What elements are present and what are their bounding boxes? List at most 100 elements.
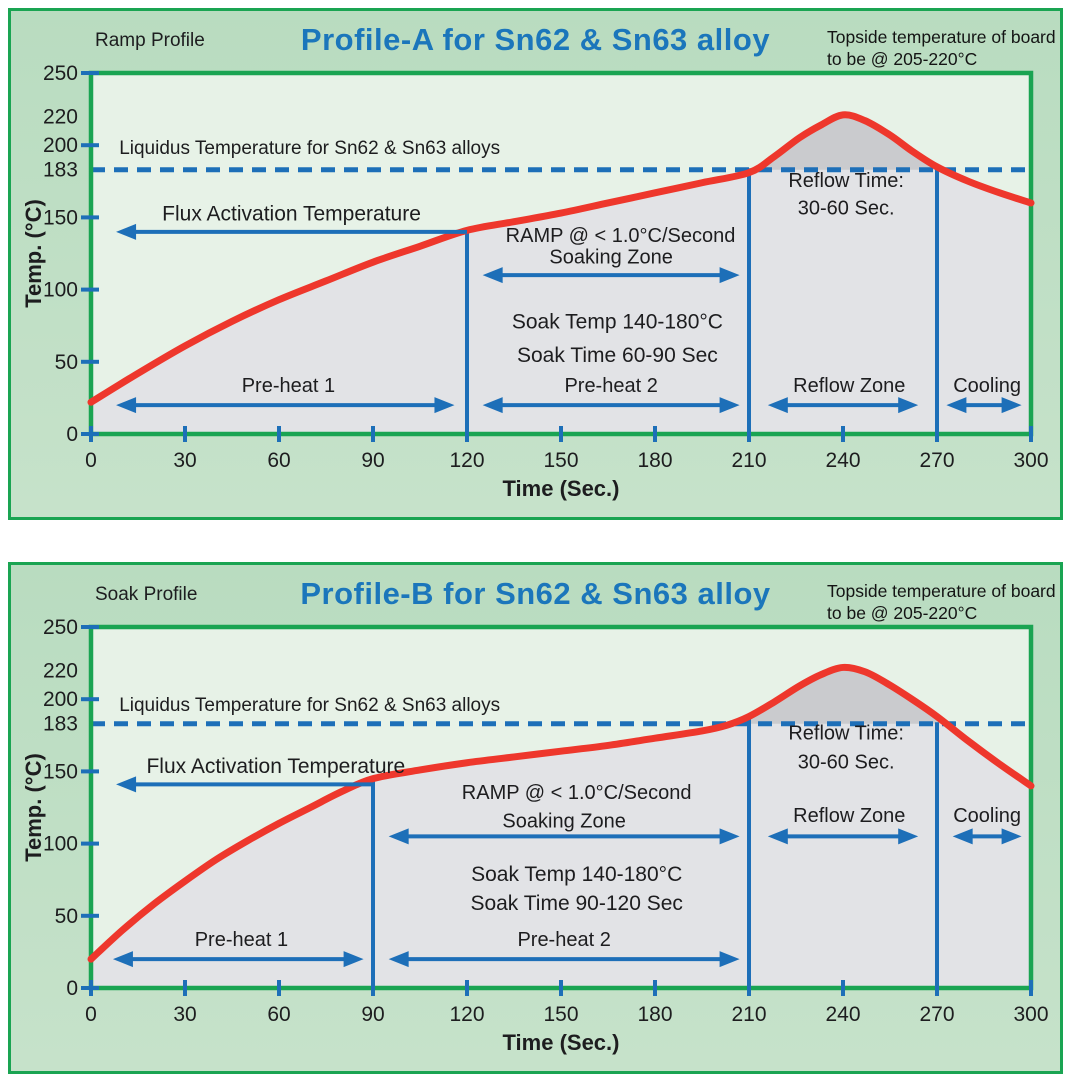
y-tick-label: 0 (66, 423, 78, 446)
x-tick (277, 980, 281, 996)
y-tick-label: 200 (43, 134, 78, 157)
x-tick-label: 150 (543, 449, 578, 472)
x-tick (935, 980, 939, 996)
x-tick (653, 980, 657, 996)
x-tick-label: 240 (825, 1003, 860, 1026)
pre-heat-2-arrow (482, 397, 740, 414)
arrow-head-right (719, 397, 740, 414)
arrow-head-left (767, 397, 788, 414)
under-curve-fill (91, 667, 1031, 988)
x-tick-label: 30 (173, 449, 196, 472)
cooling-label: Cooling (953, 375, 1021, 397)
y-tick (81, 432, 99, 436)
arrow-head-right (898, 828, 919, 845)
soaking-zone-arrow (482, 267, 740, 284)
y-tick (81, 986, 99, 990)
profile-a-chart: 0 30 60 90 120 150 180 210 240 270 300 0 50 100 150 200… (21, 62, 1049, 501)
flux-activation-label: Flux Activation Temperature (162, 202, 421, 225)
x-tick-label: 120 (449, 449, 484, 472)
profile-b-chart: 0 30 60 90 120 150 180 210 240 270 300 0 50 100 150 200… (21, 616, 1049, 1055)
y-tick-label: 250 (43, 62, 78, 85)
soaking-zone-arrow (388, 828, 740, 845)
pre-heat-1-label: Pre-heat 1 (195, 929, 288, 951)
arrow-head-right (719, 828, 740, 845)
x-tick (841, 980, 845, 996)
x-tick (747, 426, 751, 442)
x-tick-label: 210 (731, 449, 766, 472)
x-tick-label: 270 (919, 449, 954, 472)
topside-note: Topside temperature of board to be @ 205… (827, 27, 1056, 69)
ramp-rate-label: RAMP @ < 1.0°C/Second (462, 782, 692, 804)
y-tick (81, 769, 99, 774)
above-liquidus-fill (730, 667, 947, 724)
x-tick-label: 0 (85, 1003, 97, 1026)
soak-time-label: Soak Time 60-90 Sec (517, 344, 718, 367)
arrow-head-left (767, 828, 788, 845)
y-tick-label: 150 (43, 760, 78, 783)
x-tick-label: 180 (637, 1003, 672, 1026)
profile-type-label: Soak Profile (95, 584, 198, 605)
soak-temp-label: Soak Temp 140-180°C (512, 311, 723, 334)
x-tick (465, 980, 469, 996)
profile-b-panel: 0 30 60 90 120 150 180 210 240 270 300 0 50 100 150 200… (8, 562, 1063, 1074)
reflow-time-label-line2: 30-60 Sec. (798, 752, 895, 774)
pre-heat-1-label: Pre-heat 1 (242, 375, 335, 397)
reflow-time-label-line1: Reflow Time: (788, 170, 904, 192)
x-tick (747, 980, 751, 996)
temperature-curve (87, 111, 1035, 406)
arrow-head-left (482, 267, 503, 284)
arrow-head-left (946, 397, 967, 414)
x-tick-label: 300 (1013, 1003, 1048, 1026)
arrow-head-right (1001, 397, 1022, 414)
reflow-zone-label: Reflow Zone (793, 805, 905, 827)
y-tick (81, 625, 99, 629)
topside-note: Topside temperature of board to be @ 205… (827, 581, 1056, 623)
y-tick (81, 71, 99, 75)
x-tick-label: 300 (1013, 449, 1048, 472)
y-tick (81, 841, 99, 846)
arrow-head-left (952, 828, 973, 845)
arrow-head-right (898, 397, 919, 414)
arrow-head-left (388, 951, 409, 968)
arrow-head-left (388, 828, 409, 845)
y-tick-label: 100 (43, 833, 78, 856)
y-axis-label: Temp. (°C) (21, 199, 46, 308)
cooling-label: Cooling (953, 805, 1021, 827)
x-tick-label: 150 (543, 1003, 578, 1026)
x-tick-label: 90 (361, 1003, 384, 1026)
arrow-head-left (116, 776, 137, 793)
y-tick-label: 183 (43, 713, 78, 736)
x-tick (371, 426, 375, 442)
chart-title: Profile-A for Sn62 & Sn63 alloy (300, 22, 771, 57)
y-tick-label: 0 (66, 977, 78, 1000)
cooling-arrow (952, 828, 1022, 845)
profile-type-label: Ramp Profile (95, 30, 205, 51)
x-tick-label: 60 (267, 1003, 290, 1026)
y-tick-label: 200 (43, 688, 78, 711)
x-tick-label: 210 (731, 1003, 766, 1026)
arrow-head-left (482, 397, 503, 414)
y-tick-label: 100 (43, 279, 78, 302)
flux-activation-label: Flux Activation Temperature (146, 755, 405, 778)
chart-title: Profile-B for Sn62 & Sn63 alloy (300, 576, 771, 611)
x-tick (1029, 980, 1033, 996)
x-tick (277, 426, 281, 442)
x-tick (371, 980, 375, 996)
x-axis-label: Time (Sec.) (503, 1030, 620, 1055)
pre-heat-2-label: Pre-heat 2 (564, 375, 657, 397)
x-tick-label: 240 (825, 449, 860, 472)
x-tick-label: 0 (85, 449, 97, 472)
x-tick-label: 120 (449, 1003, 484, 1026)
soak-temp-label: Soak Temp 140-180°C (471, 863, 682, 886)
arrow-head-left (116, 223, 137, 240)
liquidus-label: Liquidus Temperature for Sn62 & Sn63 all… (119, 695, 500, 716)
profile-a-panel: 0 30 60 90 120 150 180 210 240 270 300 0 50 100 150 200… (8, 8, 1063, 520)
temperature-curve (87, 663, 1035, 963)
y-tick (81, 287, 99, 292)
arrow-head-left (112, 951, 133, 968)
flux-activation-arrow (116, 776, 373, 793)
soak-time-label: Soak Time 90-120 Sec (470, 892, 682, 915)
arrow-head-right (343, 951, 364, 968)
x-tick (653, 426, 657, 442)
